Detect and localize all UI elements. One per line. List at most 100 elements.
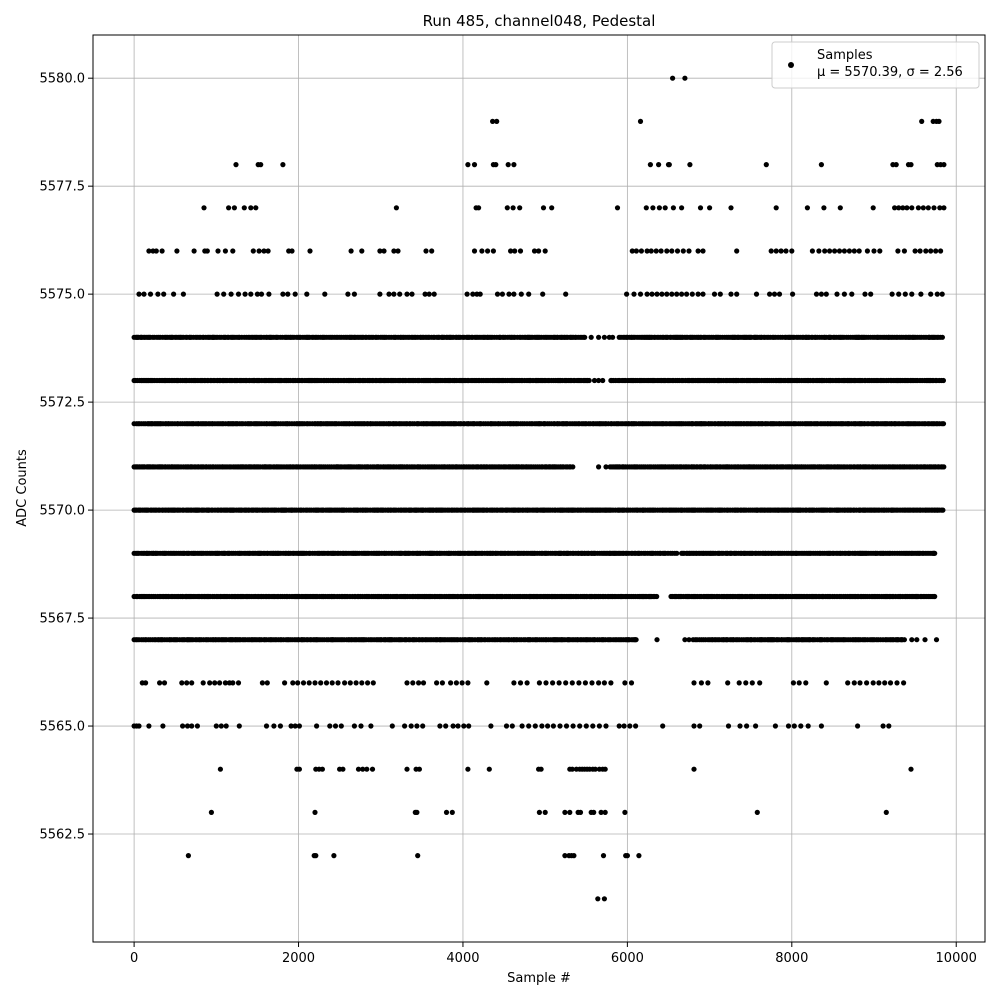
data-point	[517, 205, 523, 211]
data-point	[364, 766, 370, 772]
data-point	[265, 248, 271, 254]
data-point	[909, 205, 915, 211]
data-point	[204, 248, 210, 254]
data-point	[517, 680, 524, 686]
data-point	[841, 248, 848, 254]
data-point	[934, 291, 940, 297]
data-point	[628, 680, 635, 686]
data-point	[329, 680, 335, 686]
data-point	[904, 205, 910, 211]
data-point	[596, 334, 602, 340]
data-point	[601, 680, 608, 686]
data-point	[519, 723, 525, 729]
data-point	[157, 680, 163, 686]
data-point	[894, 680, 900, 686]
data-point	[697, 205, 704, 211]
data-point	[601, 334, 608, 340]
data-point	[749, 680, 755, 686]
data-point	[687, 162, 693, 168]
data-point	[753, 291, 760, 297]
data-point	[184, 680, 190, 686]
data-point	[161, 291, 167, 297]
data-point	[909, 637, 915, 643]
data-point	[386, 291, 392, 297]
data-point	[351, 291, 357, 297]
data-point	[524, 680, 530, 686]
data-point	[901, 248, 908, 254]
x-tick-label: 2000	[282, 951, 315, 966]
data-point	[288, 723, 294, 729]
data-point	[567, 809, 573, 816]
data-point	[395, 248, 401, 254]
data-point	[679, 205, 685, 211]
data-point	[189, 723, 195, 729]
y-tick-label: 5565.0	[40, 720, 86, 735]
data-point	[536, 248, 542, 254]
data-point	[789, 248, 795, 254]
data-point	[922, 637, 928, 643]
data-point	[338, 723, 344, 729]
data-point	[919, 118, 925, 124]
data-point	[736, 680, 742, 686]
data-point	[602, 809, 608, 816]
data-point	[928, 248, 934, 254]
data-point	[562, 853, 568, 859]
x-axis-label: Sample #	[507, 971, 571, 986]
data-point	[490, 248, 496, 254]
data-point	[511, 162, 517, 168]
data-point	[365, 680, 371, 686]
data-point	[471, 162, 478, 168]
data-point	[583, 723, 589, 729]
data-point	[335, 680, 341, 686]
data-point	[466, 723, 472, 729]
data-point	[895, 248, 901, 254]
y-tick-label: 5577.5	[40, 180, 86, 195]
data-point	[264, 680, 270, 686]
data-point	[450, 723, 456, 729]
x-tick-label: 8000	[775, 951, 808, 966]
data-point	[823, 291, 829, 297]
x-tick-label: 6000	[611, 951, 644, 966]
data-point	[429, 248, 435, 254]
data-point	[893, 162, 899, 168]
data-point	[624, 853, 631, 859]
data-point	[536, 809, 543, 816]
data-point	[674, 248, 681, 254]
data-point	[932, 550, 938, 556]
data-point	[439, 680, 445, 686]
data-point	[306, 680, 312, 686]
data-point	[295, 680, 301, 686]
x-tick-label: 4000	[446, 951, 479, 966]
data-point	[550, 680, 556, 686]
data-point	[414, 809, 420, 816]
chart-title: Run 485, channel048, Pedestal	[423, 12, 656, 30]
data-point	[217, 766, 223, 772]
data-point	[180, 291, 186, 297]
data-point	[214, 291, 220, 297]
data-point	[931, 205, 937, 211]
data-point	[925, 205, 931, 211]
data-point	[189, 680, 195, 686]
data-point	[549, 205, 555, 211]
data-point	[823, 680, 829, 686]
data-point	[700, 291, 706, 297]
data-point	[540, 205, 547, 211]
data-point	[280, 162, 286, 168]
data-point	[233, 162, 239, 168]
data-point	[160, 723, 166, 729]
data-points	[131, 75, 947, 902]
data-point	[512, 248, 518, 254]
data-point	[358, 723, 364, 729]
data-point	[633, 723, 639, 729]
data-point	[431, 291, 437, 297]
data-point	[511, 291, 517, 297]
data-point	[443, 809, 450, 816]
data-point	[616, 723, 622, 729]
data-point	[414, 723, 420, 729]
data-point	[185, 853, 191, 859]
data-point	[734, 291, 740, 297]
data-point	[880, 723, 886, 729]
data-point	[698, 680, 705, 686]
data-point	[773, 205, 779, 211]
data-point	[179, 680, 185, 686]
